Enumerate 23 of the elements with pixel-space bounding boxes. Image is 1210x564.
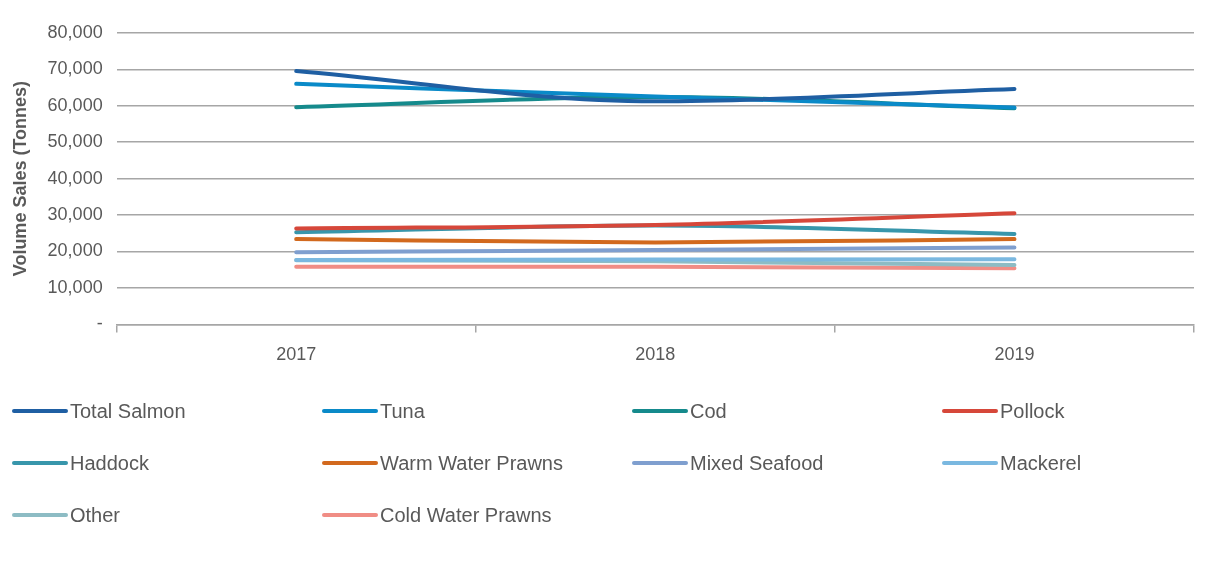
legend-label: Cod bbox=[690, 399, 727, 423]
legend-label: Haddock bbox=[70, 451, 149, 475]
y-tick-label: - bbox=[96, 313, 103, 334]
y-tick-label: 80,000 bbox=[47, 21, 103, 42]
legend-label: Other bbox=[70, 503, 121, 527]
legend-label: Warm Water Prawns bbox=[380, 451, 563, 475]
y-tick-label: 70,000 bbox=[47, 58, 103, 79]
y-tick-label: 50,000 bbox=[47, 131, 103, 152]
y-tick-label: 40,000 bbox=[47, 167, 103, 188]
y-axis-title: Volume Sales (Tonnes) bbox=[9, 80, 30, 277]
y-tick-label: 10,000 bbox=[47, 276, 103, 297]
x-tick-label: 2017 bbox=[276, 344, 317, 365]
y-tick-label: 60,000 bbox=[47, 94, 103, 115]
legend-label: Total Salmon bbox=[70, 399, 186, 423]
legend-label: Cold Water Prawns bbox=[380, 503, 552, 527]
y-tick-label: 30,000 bbox=[47, 204, 103, 225]
legend-label: Mixed Seafood bbox=[690, 451, 824, 475]
legend-label: Tuna bbox=[380, 399, 425, 423]
legend-label: Pollock bbox=[1000, 399, 1065, 423]
x-tick-label: 2019 bbox=[994, 344, 1035, 365]
y-tick-label: 20,000 bbox=[47, 240, 103, 261]
x-tick-label: 2018 bbox=[635, 344, 676, 365]
legend-label: Mackerel bbox=[1000, 451, 1082, 475]
